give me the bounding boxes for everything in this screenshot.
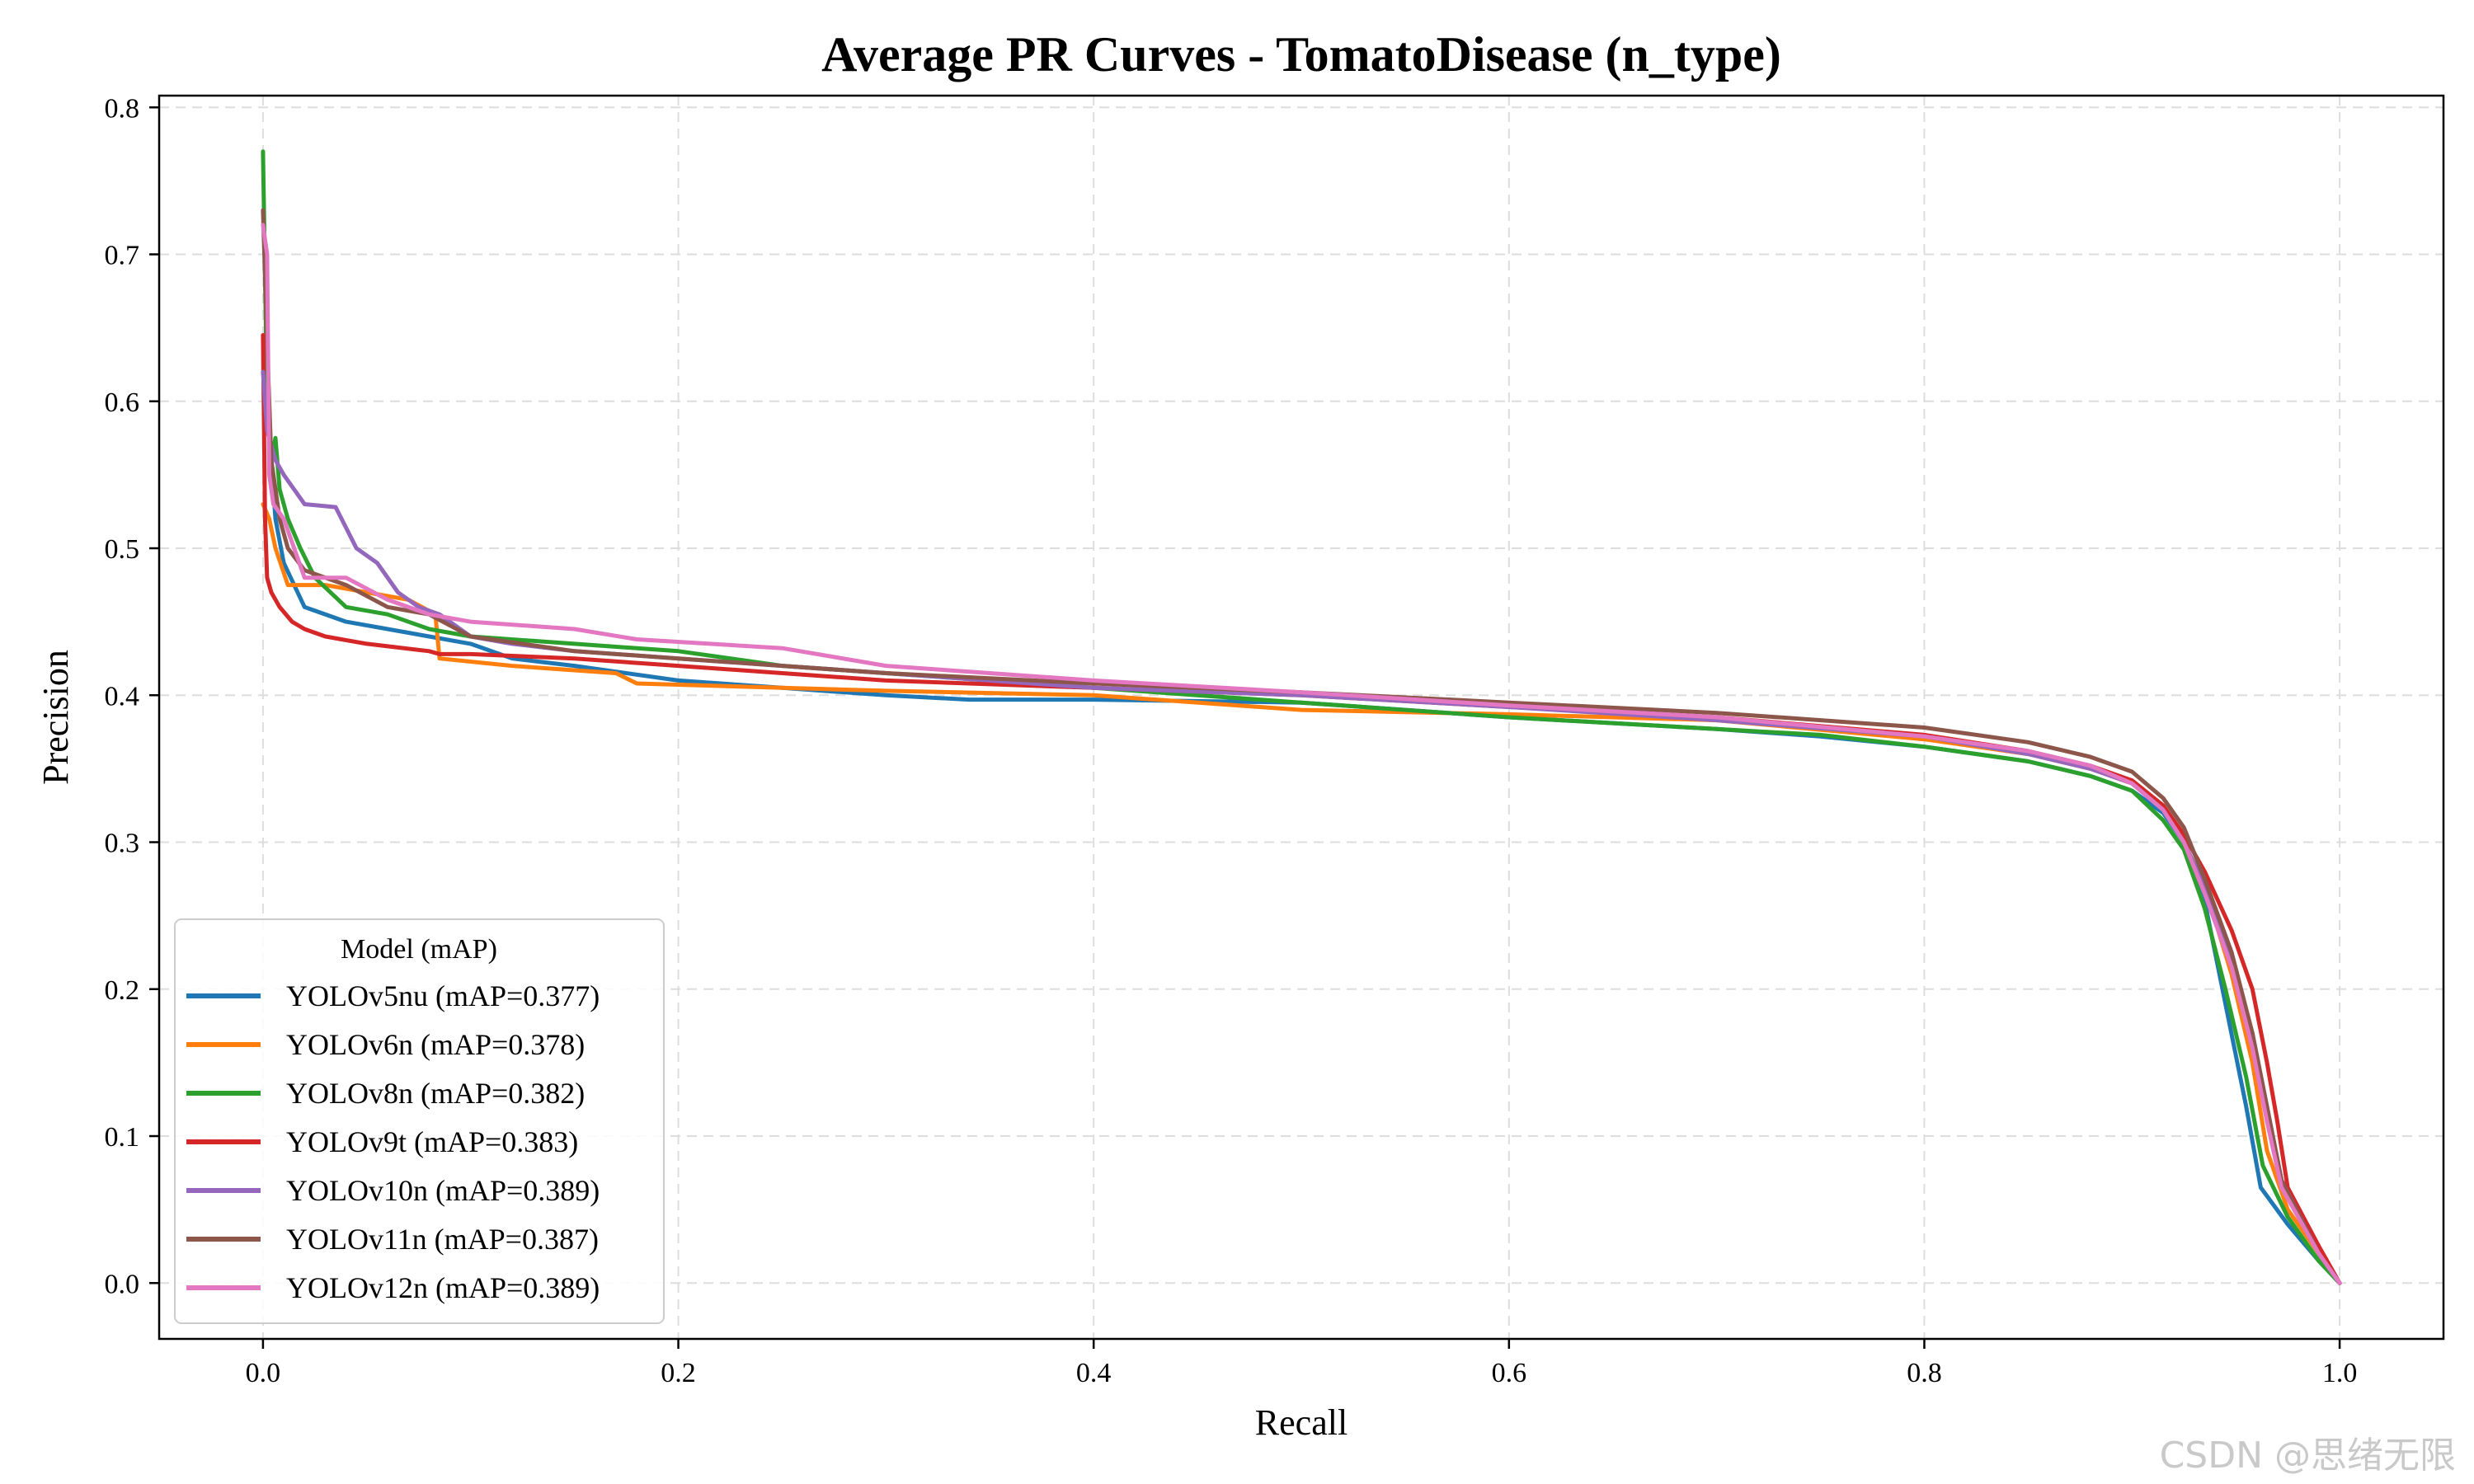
- legend-label-yolov6n: YOLOv6n (mAP=0.378): [286, 1028, 585, 1061]
- x-tick-label: 0.2: [661, 1358, 696, 1388]
- x-tick-label: 1.0: [2322, 1358, 2358, 1388]
- y-tick-label: 0.5: [105, 534, 140, 565]
- legend-label-yolov10n: YOLOv10n (mAP=0.389): [286, 1174, 600, 1207]
- y-tick-label: 0.3: [105, 829, 140, 859]
- y-tick-label: 0.2: [105, 975, 140, 1006]
- legend-label-yolov11n: YOLOv11n (mAP=0.387): [286, 1223, 599, 1256]
- x-tick-label: 0.0: [246, 1358, 281, 1388]
- y-tick-label: 0.0: [105, 1269, 140, 1299]
- series-lines: [261, 149, 2342, 1285]
- chart-title: Average PR Curves - TomatoDisease (n_typ…: [821, 27, 1781, 82]
- legend-box: [174, 918, 665, 1324]
- legend-label-yolov8n: YOLOv8n (mAP=0.382): [286, 1077, 585, 1110]
- legend-items: YOLOv5nu (mAP=0.377) YOLOv6n (mAP=0.378) Y…: [186, 979, 600, 1304]
- y-tick-label: 0.7: [105, 241, 140, 271]
- x-axis-label: Recall: [1255, 1402, 1348, 1443]
- y-tick-label: 0.1: [105, 1122, 140, 1153]
- series-line-yolov12n: [261, 223, 2342, 1285]
- plot-frame: [158, 94, 2445, 1341]
- legend-label-yolov5nu: YOLOv5nu (mAP=0.377): [286, 979, 600, 1012]
- y-tick-label: 0.6: [105, 387, 140, 418]
- legend-title: Model (mAP): [341, 934, 497, 965]
- legend-label-yolov9t: YOLOv9t (mAP=0.383): [286, 1125, 578, 1158]
- x-tick-label: 0.4: [1076, 1358, 1112, 1388]
- series-line-yolov8n: [261, 149, 2342, 1285]
- axis-ticks: 0.0 0.2 0.4 0.6 0.8 1.0 0.0 0.1 0.2 0.3 0.4 0.5 0.6 0…: [105, 93, 2358, 1388]
- x-tick-label: 0.8: [1907, 1358, 1942, 1388]
- legend: Model (mAP) YOLOv5nu (mAP=0.377) YOLOv6n …: [174, 918, 665, 1324]
- x-tick-label: 0.6: [1492, 1358, 1527, 1388]
- watermark: CSDN @思绪无限: [2160, 1435, 2456, 1477]
- legend-label-yolov12n: YOLOv12n (mAP=0.389): [286, 1271, 600, 1304]
- y-tick-label: 0.4: [105, 681, 140, 711]
- y-tick-label: 0.8: [105, 93, 140, 124]
- y-axis-label: Precision: [35, 650, 76, 785]
